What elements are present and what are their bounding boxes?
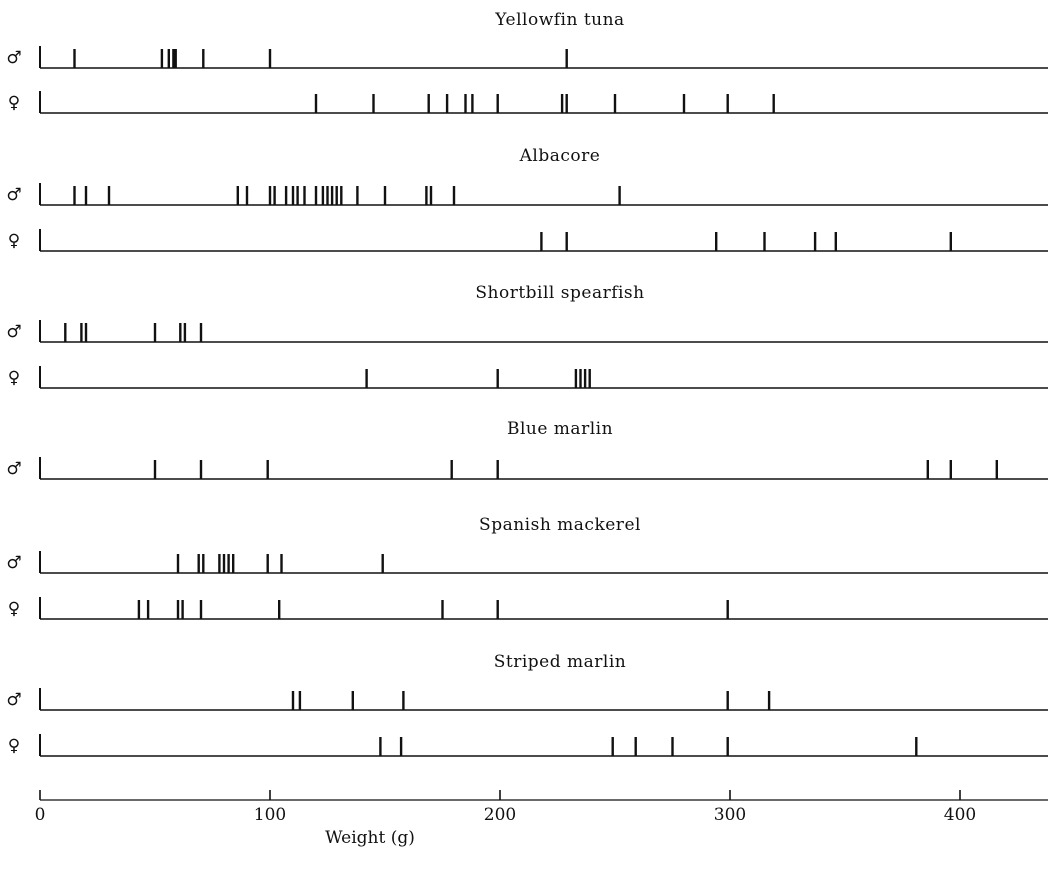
male-symbol: ♂ xyxy=(6,553,21,573)
male-row: ♂ xyxy=(6,46,1048,69)
species-title: Blue marlin xyxy=(507,419,613,439)
male-symbol: ♂ xyxy=(6,459,21,479)
male-symbol: ♂ xyxy=(6,690,21,710)
male-symbol: ♂ xyxy=(6,322,21,342)
female-row: ♀ xyxy=(8,734,1048,757)
x-tick-label: 100 xyxy=(254,805,286,825)
male-row: ♂ xyxy=(6,688,1048,711)
x-axis-label: Weight (g) xyxy=(325,828,415,848)
x-tick-label: 300 xyxy=(714,805,746,825)
male-symbol: ♂ xyxy=(6,185,21,205)
male-row: ♂ xyxy=(6,551,1048,574)
species-title: Spanish mackerel xyxy=(479,515,641,535)
female-symbol: ♀ xyxy=(8,231,20,251)
species-panel: Yellowfin tuna ♂ ♀ xyxy=(6,10,1048,114)
x-tick-label: 200 xyxy=(484,805,516,825)
chart-panels: Yellowfin tuna♂♀Albacore♂♀Shortbill spea… xyxy=(6,10,1048,757)
species-panel: Shortbill spearfish ♂ ♀ xyxy=(6,283,1048,389)
female-symbol: ♀ xyxy=(8,368,20,388)
species-panel: Albacore ♂ ♀ xyxy=(6,146,1048,252)
species-panel: Striped marlin ♂ ♀ xyxy=(6,652,1048,757)
species-title: Shortbill spearfish xyxy=(475,283,644,303)
female-symbol: ♀ xyxy=(8,93,20,113)
male-row: ♂ xyxy=(6,320,1048,343)
species-title: Striped marlin xyxy=(494,652,626,672)
female-symbol: ♀ xyxy=(8,599,20,619)
species-title: Yellowfin tuna xyxy=(494,10,624,30)
species-panel: Blue marlin ♂ xyxy=(6,419,1048,480)
male-row: ♂ xyxy=(6,457,1048,480)
female-row: ♀ xyxy=(8,366,1048,389)
female-row: ♀ xyxy=(8,91,1048,114)
female-row: ♀ xyxy=(8,597,1048,620)
species-panel: Spanish mackerel ♂ ♀ xyxy=(6,515,1048,620)
male-row: ♂ xyxy=(6,183,1048,206)
female-row: ♀ xyxy=(8,229,1048,252)
female-symbol: ♀ xyxy=(8,736,20,756)
species-title: Albacore xyxy=(519,146,601,166)
x-axis: 0 100 200 300 400 xyxy=(35,790,1048,825)
x-tick-label: 400 xyxy=(944,805,976,825)
x-tick-label: 0 xyxy=(35,805,46,825)
male-symbol: ♂ xyxy=(6,48,21,68)
